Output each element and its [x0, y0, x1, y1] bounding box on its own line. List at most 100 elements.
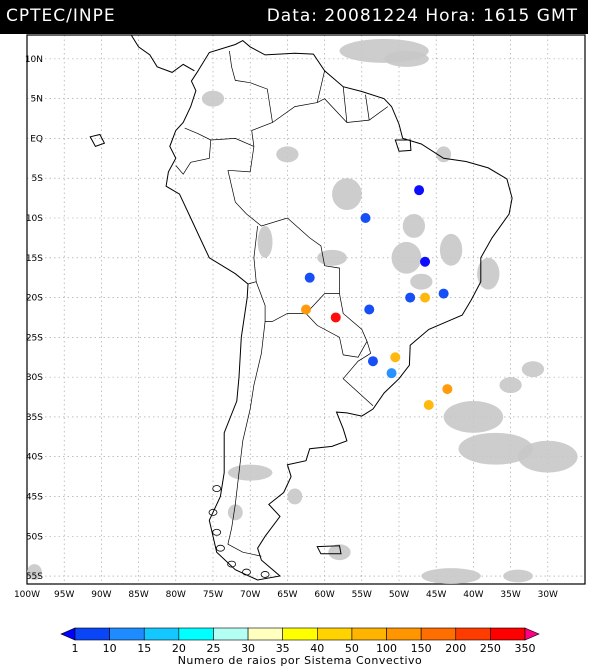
- lat-tick-label: 55S: [26, 572, 43, 582]
- colorbar-segment: [213, 627, 249, 641]
- cloud-patch: [276, 146, 299, 163]
- country-border: [316, 70, 325, 103]
- colorbar-label: 100: [376, 642, 397, 655]
- date-value: 20081224: [324, 6, 419, 26]
- cloud-patch: [499, 377, 522, 394]
- colorbar-segment: [74, 627, 110, 641]
- convective-cell: [420, 256, 431, 267]
- convective-cell: [304, 272, 315, 283]
- convective-cell: [330, 312, 341, 323]
- map-header: CPTEC/INPE Data: 20081224 Hora: 1615 GMT: [0, 0, 588, 34]
- convective-cell: [423, 399, 434, 410]
- lat-tick-label: 20S: [26, 294, 43, 304]
- central-america-coastline: [130, 34, 195, 73]
- lat-tick-label: 10N: [25, 55, 43, 65]
- lat-tick-label: 5S: [32, 174, 44, 184]
- lon-tick-label: 50W: [389, 590, 409, 600]
- colorbar-segment: [247, 627, 283, 641]
- lon-tick-label: 60W: [314, 590, 334, 600]
- colorbar-right-arrow: [524, 627, 540, 641]
- fjord-island: [242, 568, 251, 576]
- cloud-patch: [477, 257, 500, 290]
- convective-cell: [301, 304, 311, 315]
- cloud-patch: [421, 568, 481, 584]
- date-label: Data:: [266, 6, 319, 26]
- lon-tick-label: 70W: [240, 590, 260, 600]
- colorbar-label: 1: [72, 642, 79, 655]
- cloud-patch: [391, 241, 422, 274]
- fjord-island: [216, 544, 225, 552]
- country-border: [227, 321, 266, 557]
- colorbar-label: 10: [103, 642, 117, 655]
- convective-cells: [301, 185, 453, 410]
- country-border: [227, 98, 389, 173]
- fjord-island: [260, 571, 270, 578]
- lat-tick-label: 10S: [26, 214, 43, 224]
- lat-tick-label: 40S: [26, 453, 43, 463]
- lat-tick-label: EQ: [30, 134, 43, 144]
- country-border: [365, 94, 370, 121]
- colorbar-label: 250: [480, 642, 501, 655]
- cloud-field: [26, 38, 578, 584]
- fjord-island: [208, 508, 218, 516]
- country-border: [229, 50, 273, 123]
- colorbar-label: 20: [172, 642, 186, 655]
- colorbar-segment: [490, 627, 526, 641]
- colorbar-segment: [178, 627, 214, 641]
- colorbar-label: 350: [515, 642, 536, 655]
- cloud-patch: [410, 273, 433, 290]
- lat-tick-label: 25S: [26, 333, 43, 343]
- fjord-island: [212, 528, 222, 536]
- cloud-patch: [439, 233, 463, 266]
- colorbar-segment: [455, 627, 491, 641]
- cloud-patch: [384, 50, 429, 67]
- convective-cell: [360, 213, 371, 223]
- colorbar-segment: [351, 627, 387, 641]
- colorbar-left-arrow: [60, 627, 76, 641]
- colorbar-segment: [420, 627, 457, 641]
- map-border: [26, 34, 586, 585]
- lat-tick-label: 30S: [26, 373, 43, 383]
- cloud-patch: [503, 569, 533, 583]
- lon-tick-label: 45W: [426, 590, 446, 600]
- convective-cell: [386, 368, 397, 379]
- lon-tick-label: 90W: [91, 590, 111, 600]
- south-america-coastline: [165, 40, 513, 581]
- colorbar-label: 150: [411, 642, 432, 655]
- fjord-island: [212, 485, 222, 492]
- cloud-patch: [443, 401, 504, 433]
- cloud-patch: [436, 146, 452, 163]
- country-border: [255, 281, 340, 322]
- colorbar-segment: [143, 627, 180, 641]
- marajo-coastline: [394, 139, 412, 152]
- cloud-patch: [257, 225, 273, 258]
- country-border: [305, 313, 368, 358]
- lon-tick-label: 80W: [166, 590, 186, 600]
- convective-cell: [442, 384, 453, 395]
- timezone: GMT: [536, 6, 578, 26]
- country-border: [227, 170, 374, 407]
- lon-tick-label: 30W: [538, 590, 558, 600]
- cloud-patch: [227, 504, 243, 521]
- colorbar-label: 25: [206, 642, 220, 655]
- colorbar-segment: [282, 627, 318, 641]
- colorbar-segment: [386, 627, 422, 641]
- lat-tick-label: 45S: [26, 492, 43, 502]
- colorbar: 1 10 15 20 25 30 35 40 50 100 150 200 250 350: [60, 627, 540, 655]
- lon-tick-label: 100W: [14, 590, 40, 600]
- colorbar-title: Numero de raios por Sistema Convectivo: [177, 654, 423, 667]
- convective-cell: [414, 185, 425, 196]
- colorbar-segment: [109, 627, 145, 641]
- colorbar-label: 200: [445, 642, 466, 655]
- lat-tick-label: 15S: [26, 254, 43, 264]
- coastlines: [89, 34, 513, 581]
- colorbar-label: 15: [137, 642, 151, 655]
- lon-tick-label: 85W: [128, 590, 148, 600]
- falklands-coastline: [316, 545, 342, 555]
- cloud-patch: [227, 464, 273, 481]
- colorbar-label: 40: [310, 642, 324, 655]
- lat-tick-label: 5N: [31, 95, 43, 105]
- country-border: [247, 225, 258, 285]
- lon-tick-label: 65W: [277, 590, 297, 600]
- cloud-patch: [287, 488, 303, 505]
